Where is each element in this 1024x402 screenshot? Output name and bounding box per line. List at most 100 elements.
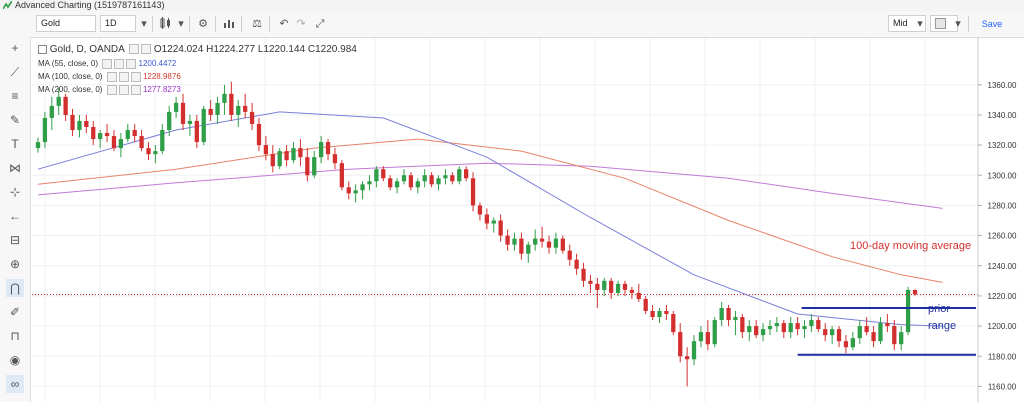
candle bbox=[574, 253, 579, 275]
color-picker[interactable] bbox=[930, 15, 958, 32]
chevron-down-icon[interactable]: ▾ bbox=[955, 18, 961, 30]
candle-body bbox=[823, 329, 828, 336]
symbol-search-input[interactable]: Gold bbox=[36, 15, 96, 32]
candle-body bbox=[35, 142, 41, 149]
crosshair-icon[interactable]: + bbox=[11, 41, 19, 55]
redo-icon[interactable]: ↷ bbox=[296, 18, 306, 30]
brush-icon[interactable]: ✎ bbox=[9, 113, 21, 127]
candle-body bbox=[153, 151, 158, 155]
legend-main: Gold, D, OANDA O1224.024 H1224.277 L1220… bbox=[38, 44, 357, 56]
candle-body bbox=[864, 326, 869, 333]
candle bbox=[560, 235, 565, 254]
candle bbox=[664, 304, 669, 321]
pencil-icon[interactable]: ✐ bbox=[9, 305, 21, 319]
zoom-in-icon[interactable]: ⊕ bbox=[9, 257, 21, 271]
candle-body bbox=[899, 332, 904, 345]
candle-body bbox=[160, 130, 165, 152]
high-label: H bbox=[206, 44, 214, 55]
candle bbox=[643, 295, 648, 315]
compare-icon[interactable]: ⚖ bbox=[252, 18, 262, 30]
undo-icon[interactable]: ↶ bbox=[279, 18, 289, 30]
save-button[interactable]: Save bbox=[981, 19, 1003, 29]
chevron-down-icon[interactable]: ▾ bbox=[178, 18, 184, 30]
price-tick-label: 1200.00 bbox=[988, 322, 1017, 331]
eye-icon[interactable] bbox=[129, 44, 140, 55]
candle bbox=[712, 317, 717, 348]
candle-body bbox=[215, 102, 220, 115]
candle-body bbox=[636, 292, 641, 299]
chevron-down-icon[interactable]: ▾ bbox=[917, 18, 923, 30]
indicators-icon[interactable] bbox=[221, 16, 237, 32]
candle-body bbox=[622, 283, 628, 290]
candle bbox=[291, 142, 296, 164]
candles-icon[interactable] bbox=[158, 16, 174, 32]
close-icon[interactable] bbox=[126, 58, 137, 69]
candle-body bbox=[42, 117, 48, 143]
candle bbox=[767, 320, 773, 336]
candle bbox=[180, 93, 186, 131]
candle bbox=[629, 286, 635, 299]
candle-body bbox=[401, 175, 407, 182]
legend-collapse-icon[interactable] bbox=[38, 44, 47, 54]
settings-icon[interactable]: ⚙ bbox=[198, 18, 208, 30]
candle bbox=[63, 93, 68, 121]
back-arrow-icon[interactable]: ← bbox=[9, 209, 21, 223]
candle bbox=[719, 301, 724, 327]
price-type-select[interactable]: Mid bbox=[888, 15, 926, 32]
price-tick-label: 1320.00 bbox=[988, 141, 1017, 150]
settings-icon[interactable] bbox=[118, 71, 129, 82]
ruler-icon[interactable]: ⊟ bbox=[9, 233, 21, 247]
lock-icon[interactable]: ⊓ bbox=[10, 329, 20, 343]
candle bbox=[657, 307, 662, 324]
candle bbox=[650, 304, 655, 321]
candle-body bbox=[892, 326, 897, 345]
ma100-label: MA (100, close, 0) bbox=[38, 72, 103, 81]
candle bbox=[173, 96, 179, 118]
fullscreen-icon[interactable]: ⤢ bbox=[315, 18, 325, 30]
fib-icon[interactable]: ≡ bbox=[11, 89, 19, 103]
price-tick-label: 1360.00 bbox=[988, 81, 1017, 90]
candle-body bbox=[484, 214, 489, 224]
eye-icon[interactable] bbox=[106, 84, 117, 95]
price-tick-label: 1180.00 bbox=[988, 352, 1017, 361]
candle-body bbox=[885, 323, 890, 327]
candle bbox=[567, 244, 572, 266]
candle-body bbox=[464, 169, 469, 179]
settings-icon[interactable] bbox=[141, 44, 152, 55]
eye-icon[interactable] bbox=[106, 71, 117, 82]
candle-body bbox=[63, 96, 68, 115]
trendline-icon[interactable]: ⟋ bbox=[10, 65, 20, 79]
chevron-down-icon[interactable]: ▾ bbox=[141, 18, 147, 30]
eye-icon[interactable]: ◉ bbox=[9, 353, 21, 367]
price-type-label: Mid bbox=[893, 18, 908, 28]
candle-body bbox=[173, 102, 179, 112]
link-icon[interactable]: ∞ bbox=[6, 375, 24, 393]
settings-icon[interactable] bbox=[114, 58, 125, 69]
candle-body bbox=[236, 105, 241, 115]
candle bbox=[878, 317, 883, 345]
measure-icon[interactable]: ⊹ bbox=[9, 185, 21, 199]
legend-symbol: Gold, D, OANDA bbox=[49, 44, 125, 55]
toolbar-divider bbox=[152, 16, 153, 32]
candle-body bbox=[519, 238, 524, 254]
candle-body bbox=[781, 323, 786, 333]
candle bbox=[684, 347, 690, 387]
moving-averages bbox=[37, 111, 943, 327]
price-chart[interactable]: 1220.984 100-day moving average prior range… bbox=[30, 37, 1024, 402]
candle bbox=[394, 178, 400, 194]
candle-body bbox=[56, 96, 61, 106]
magnet-icon[interactable]: ⋂ bbox=[6, 279, 24, 297]
candle bbox=[408, 172, 414, 191]
interval-select[interactable]: 1D bbox=[100, 15, 136, 32]
candle bbox=[42, 111, 48, 149]
pattern-icon[interactable]: ⋈ bbox=[9, 161, 21, 175]
candle-body bbox=[477, 205, 483, 215]
candle-body bbox=[470, 178, 476, 206]
close-icon[interactable] bbox=[130, 84, 141, 95]
candle-body bbox=[767, 326, 773, 330]
text-icon[interactable]: T bbox=[11, 137, 19, 151]
close-icon[interactable] bbox=[130, 71, 141, 82]
settings-icon[interactable] bbox=[118, 84, 129, 95]
eye-icon[interactable] bbox=[102, 58, 113, 69]
candle-body bbox=[843, 341, 849, 348]
